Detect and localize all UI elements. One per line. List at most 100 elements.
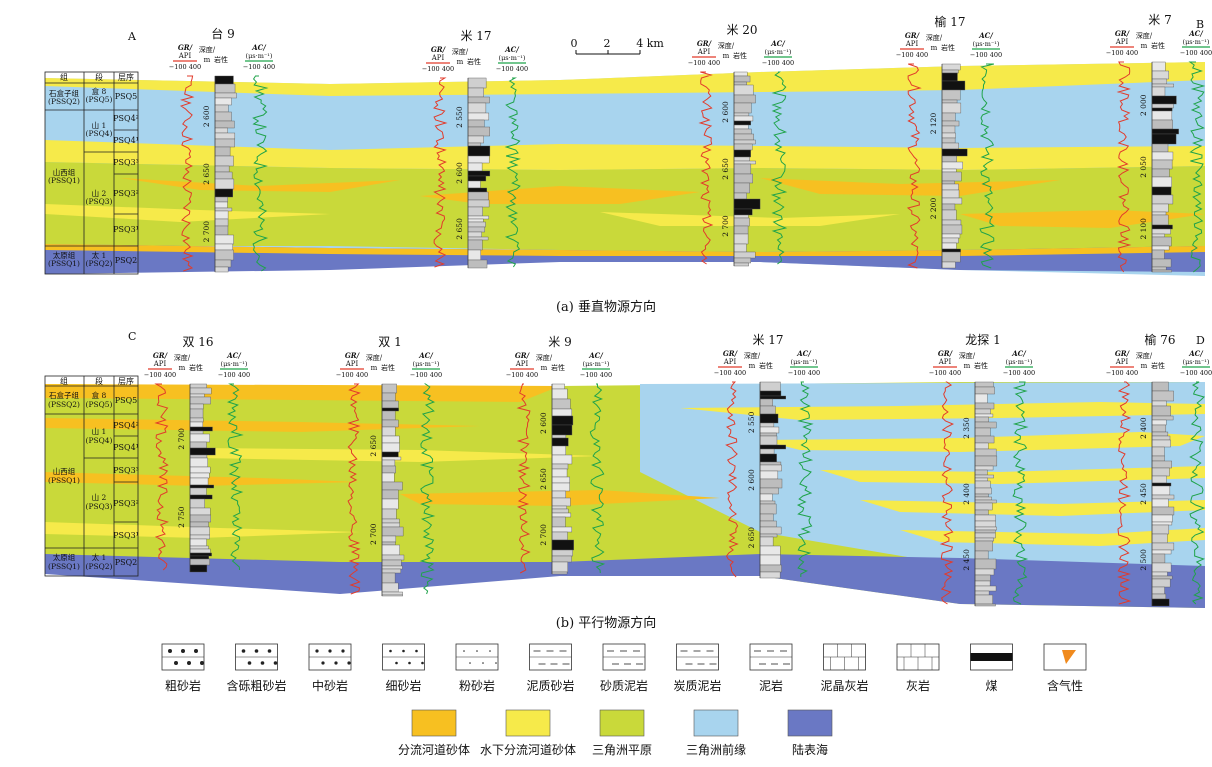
lithology-bed xyxy=(759,453,777,463)
lithology-bed xyxy=(467,218,484,223)
svg-text:深度/: 深度/ xyxy=(744,351,761,360)
lithology-bed xyxy=(1151,381,1169,392)
lithology-bed xyxy=(1151,494,1175,500)
lithology-bed xyxy=(551,482,570,492)
svg-text:深度/: 深度/ xyxy=(174,353,191,362)
lithology-bed xyxy=(467,119,485,128)
lithology-bed xyxy=(974,487,992,495)
ac-curve xyxy=(796,381,814,577)
lithology-swatch-9 xyxy=(823,643,866,671)
depth-label: 2 000 xyxy=(1139,94,1148,116)
lithology-bed xyxy=(467,126,490,137)
lithology-bed xyxy=(189,472,210,479)
depth-label: 2 400 xyxy=(1139,417,1148,439)
svg-text:岩性: 岩性 xyxy=(733,51,747,60)
lithology-bed xyxy=(974,442,989,450)
svg-text:深度/: 深度/ xyxy=(452,47,469,56)
scale-bar: 0 2 4 km xyxy=(571,37,664,55)
depth-label: 2 700 xyxy=(177,428,186,450)
lithology-bed xyxy=(759,554,781,566)
lithology-bed xyxy=(733,257,751,264)
svg-text:(PSSQ2): (PSSQ2) xyxy=(48,97,80,106)
lithology-bed xyxy=(467,226,485,233)
lithology-bed xyxy=(214,243,233,251)
lithology-bed xyxy=(1151,78,1168,85)
well-panelB-2: 米 9 GR/API −100 400 深度/m 岩性 AC/(μs·m⁻¹) −100 4… xyxy=(506,335,612,575)
well-name: 米 20 xyxy=(726,23,757,37)
lithology-bed xyxy=(214,249,234,261)
svg-text:m: m xyxy=(371,364,378,372)
svg-text:m: m xyxy=(457,58,464,66)
lithology-bed xyxy=(214,97,232,106)
svg-text:段: 段 xyxy=(95,376,103,386)
lithology-bed xyxy=(551,415,574,426)
lithology-bed xyxy=(759,478,783,489)
lithology-bed xyxy=(189,433,210,443)
lithology-bed xyxy=(974,502,993,511)
svg-text:PSQ4²: PSQ4² xyxy=(113,114,139,123)
lithology-bed xyxy=(214,234,234,245)
svg-text:AC/: AC/ xyxy=(226,351,242,360)
svg-text:−100 400: −100 400 xyxy=(762,59,794,67)
lithology-bed xyxy=(759,536,774,547)
lithology-bed xyxy=(1151,390,1174,402)
lithology-bed xyxy=(551,561,568,573)
lithology-bed xyxy=(941,142,959,150)
lithology-bed xyxy=(974,540,993,552)
svg-text:深度/: 深度/ xyxy=(926,33,943,42)
svg-text:PSQ5: PSQ5 xyxy=(115,92,138,101)
lithology-bed xyxy=(1151,553,1166,564)
svg-text:AC/: AC/ xyxy=(1188,29,1204,38)
svg-text:−100 400: −100 400 xyxy=(218,371,250,379)
lithology-bed xyxy=(551,437,569,447)
lithology-bed xyxy=(1151,151,1174,161)
svg-text:GR/: GR/ xyxy=(345,351,361,360)
svg-text:岩性: 岩性 xyxy=(759,361,773,370)
lithology-bed xyxy=(759,390,782,397)
lithology-bed xyxy=(189,477,209,486)
svg-text:深度/: 深度/ xyxy=(199,45,216,54)
lithology-bed xyxy=(1151,506,1175,516)
svg-text:盒 8: 盒 8 xyxy=(92,86,107,96)
svg-text:AC/: AC/ xyxy=(978,31,994,40)
lithology-bed xyxy=(1151,405,1171,417)
lithology-bed xyxy=(941,242,957,250)
lithology-bed xyxy=(974,574,991,582)
depth-label: 2 550 xyxy=(747,411,756,433)
svg-text:−100 400: −100 400 xyxy=(1106,49,1138,57)
lithology-bed xyxy=(759,444,786,450)
svg-text:m: m xyxy=(964,362,971,370)
lithology-bed xyxy=(1151,61,1166,72)
panel-b-strat-text: 组 段 层序 石盒子组 (PSSQ2) 盒 8 (PSQ5) 山西组 (PSSQ… xyxy=(48,376,139,571)
lithology-bed xyxy=(974,520,996,528)
svg-text:m: m xyxy=(1141,362,1148,370)
well-name: 双 1 xyxy=(378,335,401,349)
lithology-bed xyxy=(467,77,487,89)
lithology-bed xyxy=(381,442,400,453)
svg-text:GR/: GR/ xyxy=(431,45,447,54)
svg-text:API: API xyxy=(938,358,952,366)
lithology-bed xyxy=(381,591,403,596)
lithology-bed xyxy=(189,555,209,560)
depth-label: 2 700 xyxy=(721,215,730,237)
svg-text:太 1: 太 1 xyxy=(92,250,107,260)
lithology-bed xyxy=(733,120,751,126)
lithology-bed xyxy=(941,102,962,114)
lithology-bed xyxy=(381,419,399,428)
depth-label: 2 600 xyxy=(721,101,730,123)
lithology-bed xyxy=(381,459,396,467)
lithology-bed xyxy=(551,531,568,541)
well-panelA-3: 榆 17 GR/API −100 400 深度/m 岩性 AC/(μs·m⁻¹) −100 … xyxy=(896,14,1002,269)
lithology-swatch-10 xyxy=(896,643,940,671)
lithology-bed xyxy=(1151,258,1172,268)
lithology-bed xyxy=(759,395,786,400)
lithology-bed xyxy=(974,435,995,444)
lithology-bed xyxy=(974,381,994,388)
lithology-bed xyxy=(214,83,236,94)
lithology-bed xyxy=(381,518,400,524)
lithology-bed xyxy=(189,393,205,398)
lithology-bed xyxy=(974,509,989,516)
lithology-bed xyxy=(1151,86,1166,97)
lithology-bed xyxy=(551,388,568,400)
lithology-bed xyxy=(974,558,997,570)
